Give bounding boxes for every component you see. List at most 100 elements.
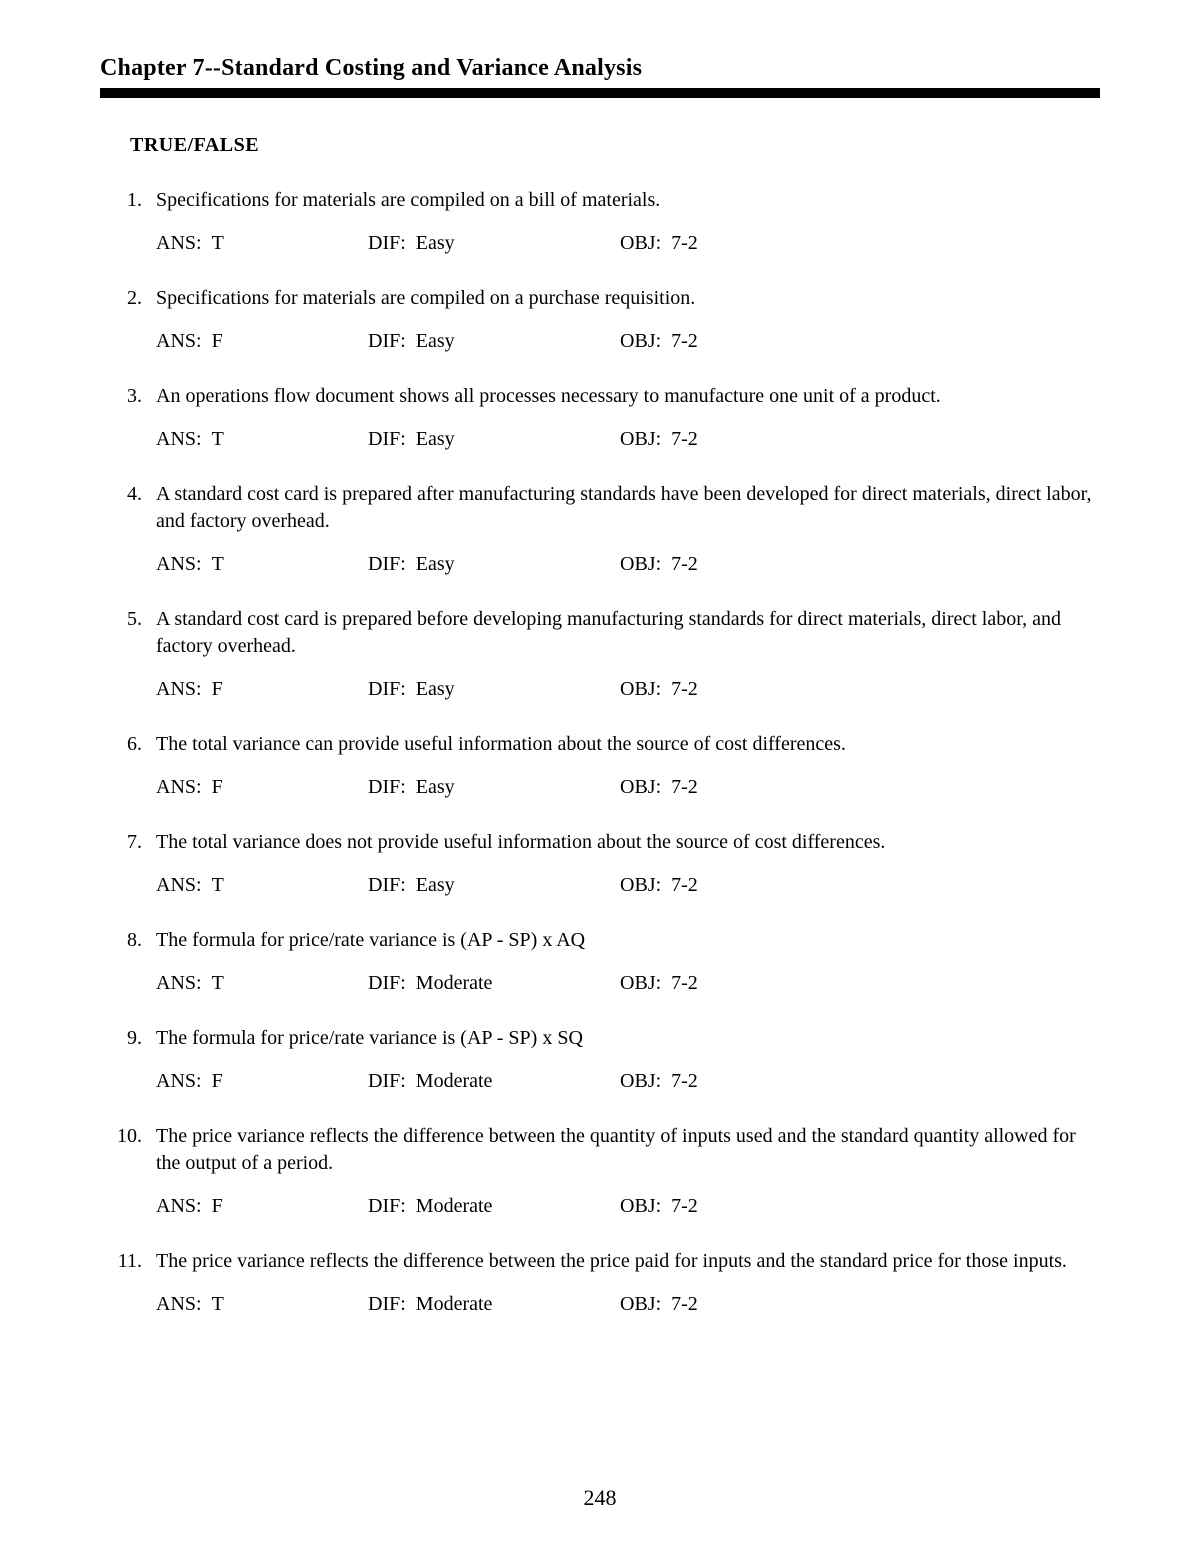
- question-text: The price variance reflects the differen…: [156, 1123, 1100, 1177]
- dif-label: DIF:: [368, 230, 406, 257]
- dif-label: DIF:: [368, 1068, 406, 1095]
- obj-value: 7-2: [671, 1068, 698, 1095]
- ans-label: ANS:: [156, 970, 202, 997]
- dif-value: Easy: [416, 551, 455, 578]
- ans-value: T: [212, 1291, 224, 1318]
- dif-value: Moderate: [416, 1068, 493, 1095]
- question-number: 1.: [100, 187, 156, 214]
- obj-value: 7-2: [671, 676, 698, 703]
- answer-meta: ANS:T DIF:Easy OBJ:7-2: [156, 551, 1100, 578]
- question-number: 6.: [100, 731, 156, 758]
- dif-value: Easy: [416, 872, 455, 899]
- ans-label: ANS:: [156, 426, 202, 453]
- document-page: Chapter 7--Standard Costing and Variance…: [0, 0, 1200, 1553]
- ans-value: T: [212, 426, 224, 453]
- question-number: 3.: [100, 383, 156, 410]
- question-item: 8. The formula for price/rate variance i…: [100, 927, 1100, 997]
- obj-label: OBJ:: [620, 426, 661, 453]
- obj-value: 7-2: [671, 230, 698, 257]
- obj-value: 7-2: [671, 774, 698, 801]
- obj-label: OBJ:: [620, 230, 661, 257]
- dif-label: DIF:: [368, 426, 406, 453]
- question-text: The price variance reflects the differen…: [156, 1248, 1100, 1275]
- obj-value: 7-2: [671, 426, 698, 453]
- ans-value: F: [212, 1068, 223, 1095]
- answer-meta: ANS:F DIF:Easy OBJ:7-2: [156, 676, 1100, 703]
- page-number: 248: [0, 1485, 1200, 1511]
- dif-label: DIF:: [368, 1193, 406, 1220]
- dif-value: Easy: [416, 676, 455, 703]
- question-text: The formula for price/rate variance is (…: [156, 1025, 1100, 1052]
- dif-label: DIF:: [368, 676, 406, 703]
- ans-label: ANS:: [156, 551, 202, 578]
- question-item: 10. The price variance reflects the diff…: [100, 1123, 1100, 1220]
- question-item: 9. The formula for price/rate variance i…: [100, 1025, 1100, 1095]
- ans-label: ANS:: [156, 1291, 202, 1318]
- question-number: 10.: [100, 1123, 156, 1150]
- question-number: 8.: [100, 927, 156, 954]
- dif-label: DIF:: [368, 774, 406, 801]
- dif-value: Easy: [416, 774, 455, 801]
- question-text: The total variance does not provide usef…: [156, 829, 1100, 856]
- obj-label: OBJ:: [620, 1193, 661, 1220]
- ans-value: F: [212, 676, 223, 703]
- ans-value: T: [212, 551, 224, 578]
- obj-label: OBJ:: [620, 774, 661, 801]
- question-item: 6. The total variance can provide useful…: [100, 731, 1100, 801]
- dif-label: DIF:: [368, 872, 406, 899]
- section-label: TRUE/FALSE: [130, 134, 1100, 157]
- ans-label: ANS:: [156, 1193, 202, 1220]
- answer-meta: ANS:F DIF:Moderate OBJ:7-2: [156, 1193, 1100, 1220]
- question-item: 7. The total variance does not provide u…: [100, 829, 1100, 899]
- question-list: 1. Specifications for materials are comp…: [100, 187, 1100, 1318]
- dif-label: DIF:: [368, 551, 406, 578]
- dif-value: Easy: [416, 230, 455, 257]
- ans-label: ANS:: [156, 872, 202, 899]
- obj-label: OBJ:: [620, 676, 661, 703]
- obj-label: OBJ:: [620, 1291, 661, 1318]
- answer-meta: ANS:T DIF:Easy OBJ:7-2: [156, 426, 1100, 453]
- question-text: The formula for price/rate variance is (…: [156, 927, 1100, 954]
- question-item: 5. A standard cost card is prepared befo…: [100, 606, 1100, 703]
- obj-value: 7-2: [671, 1193, 698, 1220]
- question-item: 1. Specifications for materials are comp…: [100, 187, 1100, 257]
- obj-label: OBJ:: [620, 1068, 661, 1095]
- obj-value: 7-2: [671, 872, 698, 899]
- dif-label: DIF:: [368, 328, 406, 355]
- answer-meta: ANS:F DIF:Easy OBJ:7-2: [156, 328, 1100, 355]
- question-item: 2. Specifications for materials are comp…: [100, 285, 1100, 355]
- question-text: Specifications for materials are compile…: [156, 187, 1100, 214]
- answer-meta: ANS: F DIF: Moderate OBJ: 7-2: [156, 1068, 1100, 1095]
- answer-meta: ANS: T DIF: Easy OBJ: 7-2: [156, 872, 1100, 899]
- obj-label: OBJ:: [620, 328, 661, 355]
- ans-label: ANS:: [156, 328, 202, 355]
- ans-value: F: [212, 328, 223, 355]
- chapter-title: Chapter 7--Standard Costing and Variance…: [100, 55, 1100, 82]
- ans-label: ANS:: [156, 1068, 202, 1095]
- ans-label: ANS:: [156, 774, 202, 801]
- question-item: 4. A standard cost card is prepared afte…: [100, 481, 1100, 578]
- ans-value: T: [212, 872, 224, 899]
- answer-meta: ANS:T DIF:Moderate OBJ:7-2: [156, 970, 1100, 997]
- obj-value: 7-2: [671, 1291, 698, 1318]
- dif-value: Moderate: [416, 970, 493, 997]
- question-number: 2.: [100, 285, 156, 312]
- question-item: 3. An operations flow document shows all…: [100, 383, 1100, 453]
- answer-meta: ANS:F DIF:Easy OBJ:7-2: [156, 774, 1100, 801]
- obj-value: 7-2: [671, 551, 698, 578]
- obj-label: OBJ:: [620, 872, 661, 899]
- ans-label: ANS:: [156, 230, 202, 257]
- obj-value: 7-2: [671, 328, 698, 355]
- dif-label: DIF:: [368, 1291, 406, 1318]
- obj-label: OBJ:: [620, 970, 661, 997]
- question-text: Specifications for materials are compile…: [156, 285, 1100, 312]
- ans-value: F: [212, 1193, 223, 1220]
- question-number: 9.: [100, 1025, 156, 1052]
- obj-value: 7-2: [671, 970, 698, 997]
- question-text: The total variance can provide useful in…: [156, 731, 1100, 758]
- question-text: An operations flow document shows all pr…: [156, 383, 1100, 410]
- ans-value: T: [212, 970, 224, 997]
- question-number: 4.: [100, 481, 156, 508]
- question-item: 11. The price variance reflects the diff…: [100, 1248, 1100, 1318]
- question-text: A standard cost card is prepared after m…: [156, 481, 1100, 535]
